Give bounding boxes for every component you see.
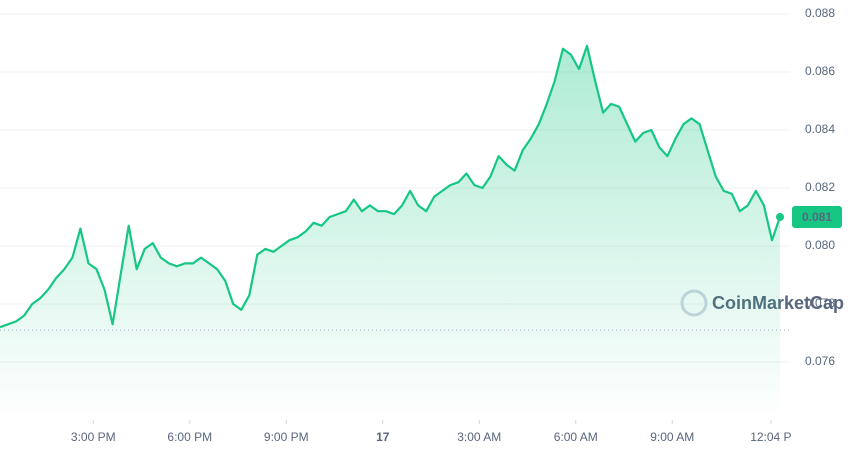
y-tick-label: 0.084 (805, 122, 835, 136)
x-tick-label: 12:04 P (750, 430, 791, 444)
y-tick-label: 0.078 (805, 296, 835, 310)
y-tick-label: 0.088 (805, 6, 835, 20)
x-tick-label: 3:00 PM (71, 430, 116, 444)
x-tick-label: 6:00 AM (554, 430, 598, 444)
x-tick-label: 17 (376, 430, 390, 444)
price-line (0, 44, 782, 329)
x-tick-label: 3:00 AM (457, 430, 501, 444)
y-tick-label: 0.082 (805, 180, 835, 194)
x-tick-label: 9:00 PM (264, 430, 309, 444)
current-price-box (792, 206, 842, 228)
area (0, 45, 780, 421)
y-tick-label: 0.086 (805, 64, 835, 78)
x-tick-label: 9:00 AM (650, 430, 694, 444)
x-tick-label: 6:00 PM (167, 430, 212, 444)
current-price-label: 0.081 (802, 210, 832, 224)
y-tick-label: 0.080 (805, 238, 835, 252)
last-point (776, 213, 784, 221)
y-tick-label: 0.076 (805, 354, 835, 368)
